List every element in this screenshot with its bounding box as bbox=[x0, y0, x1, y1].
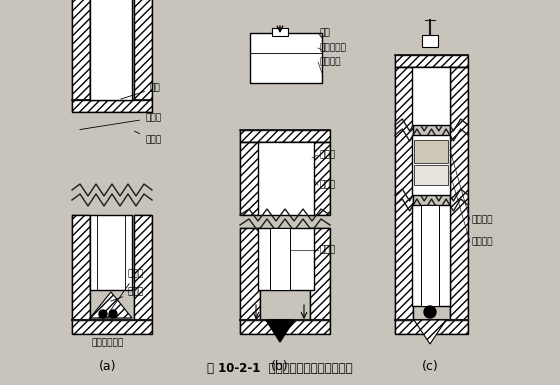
Text: 硬木楔: 硬木楔 bbox=[111, 288, 144, 301]
Bar bbox=[422, 35, 438, 47]
Bar bbox=[90, 0, 132, 100]
Bar bbox=[72, 0, 90, 100]
Bar bbox=[272, 28, 288, 36]
Text: 图 10-2-1  辅助杆压人式标志埋设步骤: 图 10-2-1 辅助杆压人式标志埋设步骤 bbox=[207, 362, 353, 375]
Bar bbox=[412, 135, 450, 195]
Text: 地面: 地面 bbox=[120, 84, 161, 99]
Text: 辅助杆: 辅助杆 bbox=[320, 246, 336, 254]
Bar bbox=[414, 140, 448, 163]
Text: 测标: 测标 bbox=[320, 28, 331, 37]
Bar bbox=[412, 205, 450, 306]
Text: (c): (c) bbox=[422, 360, 438, 373]
Bar bbox=[395, 55, 468, 67]
Bar bbox=[310, 142, 330, 215]
Polygon shape bbox=[414, 320, 446, 344]
Bar bbox=[72, 0, 90, 100]
Bar bbox=[270, 228, 290, 290]
Text: 圆盒水准器: 圆盒水准器 bbox=[320, 44, 347, 52]
Text: 保护管: 保护管 bbox=[320, 181, 336, 189]
Bar bbox=[250, 33, 322, 83]
Bar bbox=[134, 0, 152, 100]
Bar bbox=[240, 142, 260, 215]
Text: 钻孔壁: 钻孔壁 bbox=[80, 114, 161, 130]
Bar bbox=[395, 55, 468, 67]
Text: 回弹标: 回弹标 bbox=[110, 270, 144, 312]
Bar bbox=[450, 67, 468, 320]
Text: 素土回填: 素土回填 bbox=[472, 216, 493, 224]
Text: (b): (b) bbox=[271, 360, 289, 373]
Bar bbox=[134, 0, 152, 100]
Bar bbox=[240, 142, 260, 215]
Bar bbox=[310, 142, 330, 215]
Text: (a): (a) bbox=[99, 360, 116, 373]
Bar bbox=[310, 228, 330, 320]
Bar bbox=[240, 228, 260, 320]
Bar bbox=[258, 228, 314, 290]
Bar bbox=[72, 320, 152, 334]
Bar bbox=[395, 320, 468, 334]
Text: 保护管: 保护管 bbox=[134, 131, 161, 144]
Bar bbox=[395, 320, 468, 334]
Bar bbox=[240, 320, 330, 334]
Bar bbox=[134, 215, 152, 320]
Text: 钻孔壁: 钻孔壁 bbox=[320, 151, 336, 159]
Bar bbox=[412, 67, 450, 125]
Circle shape bbox=[109, 310, 117, 318]
Bar bbox=[72, 100, 152, 112]
Bar bbox=[240, 320, 330, 334]
Bar bbox=[72, 320, 152, 334]
Bar bbox=[134, 215, 152, 320]
Bar bbox=[72, 215, 90, 320]
Bar bbox=[240, 228, 260, 320]
Circle shape bbox=[424, 306, 436, 318]
Circle shape bbox=[99, 310, 107, 318]
Bar bbox=[240, 130, 330, 142]
Bar bbox=[240, 130, 330, 142]
Bar bbox=[450, 67, 468, 320]
Text: 固定螺旋: 固定螺旋 bbox=[320, 57, 342, 67]
Text: 孔底设计平面: 孔底设计平面 bbox=[92, 338, 124, 347]
Bar bbox=[395, 67, 413, 320]
Bar bbox=[90, 215, 132, 290]
Bar bbox=[414, 165, 448, 185]
Bar bbox=[395, 67, 413, 320]
Bar bbox=[421, 205, 439, 306]
Bar bbox=[310, 228, 330, 320]
Polygon shape bbox=[90, 292, 132, 318]
Bar bbox=[72, 215, 90, 320]
Text: 白灰回填: 白灰回填 bbox=[472, 238, 493, 246]
Bar bbox=[258, 142, 314, 215]
Bar bbox=[72, 100, 152, 112]
Polygon shape bbox=[266, 320, 294, 342]
